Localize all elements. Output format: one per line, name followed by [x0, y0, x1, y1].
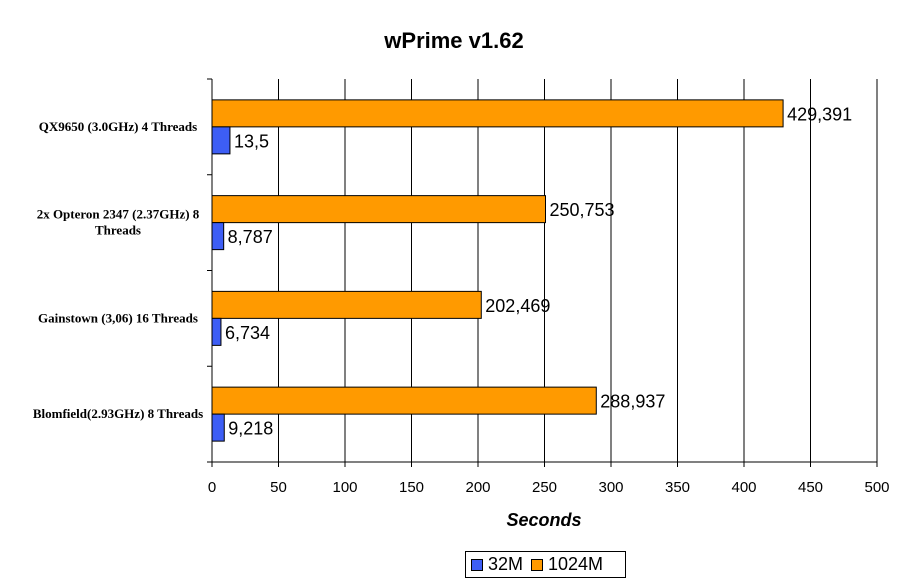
- data-label-32m-1: 8,787: [228, 227, 273, 247]
- category-label-line: QX9650 (3.0GHz) 4 Threads: [39, 119, 197, 134]
- legend-label-32m: 32M: [488, 554, 524, 574]
- data-label-32m-3: 9,218: [228, 419, 273, 439]
- x-tick-labels: 0 50 100 150 200 250 300 350 400 450 500: [208, 479, 890, 496]
- legend-item-32m: 32M: [471, 554, 523, 575]
- legend-item-1024m: 1024M: [531, 554, 603, 575]
- bar-32m-3: [211, 413, 225, 442]
- bar-32m-1: [211, 222, 225, 251]
- x-tick-label: 150: [399, 479, 424, 496]
- x-tick-label: 300: [598, 479, 623, 496]
- category-label: 2x Opteron 2347 (2.37GHz) 8 Threads: [37, 207, 200, 238]
- bars: [211, 99, 784, 442]
- data-label-1024m-1: 250,753: [550, 200, 615, 220]
- x-tick-label: 200: [465, 479, 490, 496]
- x-axis-title: Seconds: [506, 510, 581, 530]
- chart-title: wPrime v1.62: [383, 28, 523, 53]
- data-label-32m-0: 13,5: [234, 131, 269, 151]
- data-label-1024m-0: 429,391: [787, 104, 852, 124]
- x-tick-label: 100: [332, 479, 357, 496]
- x-tick-label: 400: [731, 479, 756, 496]
- data-label-1024m-3: 288,937: [600, 392, 665, 412]
- x-tick-label: 500: [864, 479, 889, 496]
- data-label-1024m-2: 202,469: [485, 296, 550, 316]
- category-label-line: Blomfield(2.93GHz) 8 Threads: [33, 406, 203, 421]
- category-labels: QX9650 (3.0GHz) 4 Threads 2x Opteron 2347…: [33, 119, 203, 421]
- x-tick-label: 0: [208, 479, 216, 496]
- data-labels: 429,391 13,5 250,753 8,787 202,469 6,734 288,9…: [225, 104, 852, 438]
- category-label-line: Threads: [95, 223, 141, 238]
- axes: [207, 78, 878, 467]
- category-label: Gainstown (3,06) 16 Threads: [38, 310, 198, 325]
- x-tick-label: 250: [532, 479, 557, 496]
- bar-1024m-1: [211, 195, 547, 224]
- legend-swatch-32m: [471, 558, 483, 571]
- data-label-32m-2: 6,734: [225, 323, 270, 343]
- bar-32m-0: [211, 126, 231, 155]
- x-tick-label: 50: [270, 479, 287, 496]
- x-tick-label: 450: [798, 479, 823, 496]
- category-label-line: Gainstown (3,06) 16 Threads: [38, 310, 198, 325]
- bar-1024m-2: [211, 290, 482, 319]
- bar-32m-2: [211, 317, 222, 346]
- legend-swatch-1024m: [531, 558, 544, 571]
- x-tick-label: 350: [665, 479, 690, 496]
- category-label-line: 2x Opteron 2347 (2.37GHz) 8: [37, 207, 200, 222]
- legend: 32M 1024M: [465, 551, 626, 578]
- category-label: QX9650 (3.0GHz) 4 Threads: [39, 119, 197, 134]
- bar-1024m-3: [211, 386, 597, 415]
- bar-1024m-0: [211, 99, 784, 128]
- legend-label-1024m: 1024M: [548, 554, 604, 574]
- category-label: Blomfield(2.93GHz) 8 Threads: [33, 406, 203, 421]
- gridlines: [278, 79, 878, 462]
